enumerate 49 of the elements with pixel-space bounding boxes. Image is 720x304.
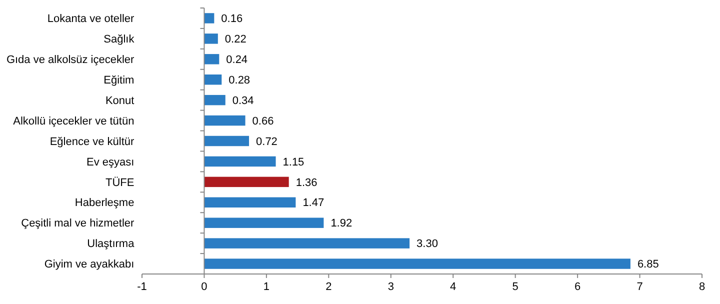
bar [204,54,220,64]
y-tick-label: Eğitim [104,74,134,86]
y-tick-label: Konut [105,94,134,107]
data-label: 3.30 [416,238,438,250]
y-tick-label: Giyim ve ayakkabı [44,258,134,271]
data-label: 1.47 [302,197,324,210]
x-tick-label: 4 [450,281,456,293]
bar [204,94,226,106]
y-tick-label: Çeşitli mal ve hizmetler [21,218,135,230]
bar [204,74,222,85]
data-label: 0.16 [221,13,243,26]
bar [204,156,276,167]
data-label: 6.85 [637,258,659,271]
data-label: 0.24 [226,54,248,66]
y-tick-label: Eğlence ve kültür [50,136,135,148]
y-tick-label: Sağlık [104,34,135,46]
y-tick-label: Ulaştırma [87,238,136,250]
data-label: 0.72 [256,136,278,148]
x-tick-label: 1 [263,281,270,293]
x-tick-label: -1 [137,281,147,293]
x-tick-label: 0 [201,281,208,293]
bar [204,115,246,126]
x-tick-label: 2 [326,281,332,293]
bar [204,34,218,44]
data-label: 0.34 [232,94,254,107]
y-tick-label: Alkollü içecekler ve tütün [13,115,134,128]
bar [204,176,289,188]
x-tick-label: 7 [636,281,643,293]
y-tick-label: Gıda ve alkolsüz içecekler [6,54,135,66]
bar [204,136,250,146]
bar [204,258,630,269]
data-label: 0.22 [224,34,246,46]
x-tick-label: 5 [512,281,518,293]
bar [204,13,214,24]
x-tick-label: 3 [388,281,394,293]
data-label: 1.92 [330,218,352,230]
x-tick-label: 6 [574,281,581,293]
bar [204,218,324,228]
y-tick-label: Lokanta ve oteller [47,13,135,26]
bar [204,197,296,208]
data-label: 1.36 [296,176,318,189]
y-tick-label: Haberleşme [74,197,134,210]
data-label: 0.66 [252,115,274,128]
data-label: 1.15 [282,156,304,168]
y-tick-label: TÜFE [105,176,134,189]
bar [204,238,410,248]
data-label: 0.28 [228,74,250,86]
y-tick-label: Ev eşyası [86,156,134,168]
x-tick-label: 8 [698,281,706,293]
